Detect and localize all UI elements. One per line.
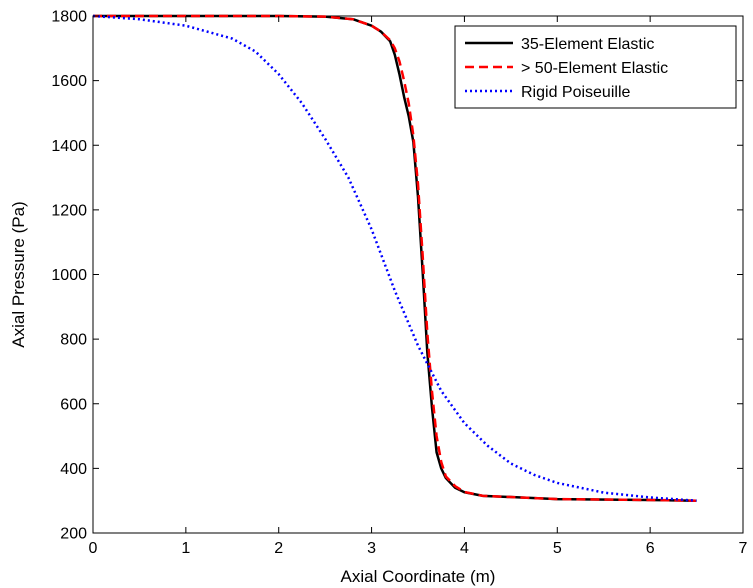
x-axis-title: Axial Coordinate (m) xyxy=(341,567,496,586)
x-tick-label: 0 xyxy=(89,540,98,557)
y-axis: 200 400 600 800 1000 1200 1400 1600 1800 xyxy=(51,9,743,543)
y-tick-label: 1400 xyxy=(51,138,87,155)
legend-label-2: > 50-Element Elastic xyxy=(521,60,668,77)
y-tick-label: 1200 xyxy=(51,202,87,219)
y-tick-label: 400 xyxy=(60,461,87,478)
series-layer xyxy=(92,14,697,502)
y-tick-label: 1000 xyxy=(51,267,87,284)
y-tick-label: 600 xyxy=(60,396,87,413)
legend-label-3: Rigid Poiseuille xyxy=(521,84,630,101)
y-tick-label: 800 xyxy=(60,332,87,349)
x-tick-label: 3 xyxy=(367,540,376,557)
x-tick-label: 1 xyxy=(181,540,190,557)
x-tick-label: 4 xyxy=(460,540,469,557)
legend: 35-Element Elastic > 50-Element Elastic Ri… xyxy=(454,25,737,109)
x-tick-label: 6 xyxy=(646,540,655,557)
x-tick-label: 7 xyxy=(739,540,748,557)
legend-label-1: 35-Element Elastic xyxy=(521,36,654,53)
y-tick-label: 1800 xyxy=(51,9,87,26)
x-axis: 0 1 2 3 4 5 6 7 xyxy=(89,16,748,557)
y-tick-label: 200 xyxy=(60,526,87,543)
y-axis-title: Axial Pressure (Pa) xyxy=(9,201,28,347)
series-line-3 xyxy=(92,14,697,502)
x-tick-label: 5 xyxy=(553,540,562,557)
y-tick-label: 1600 xyxy=(51,73,87,90)
x-tick-label: 2 xyxy=(274,540,283,557)
series-line-2 xyxy=(93,14,697,502)
